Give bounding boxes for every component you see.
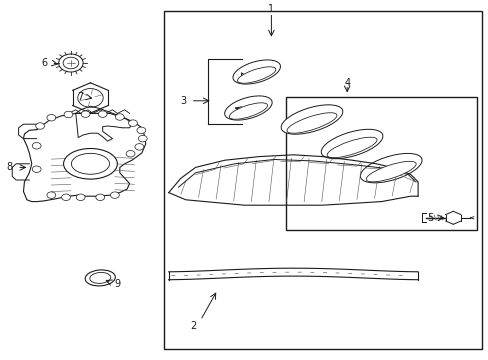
Ellipse shape (281, 105, 342, 134)
Circle shape (76, 194, 85, 201)
Text: 1: 1 (268, 4, 274, 14)
Circle shape (47, 114, 56, 121)
Ellipse shape (229, 103, 267, 119)
Ellipse shape (366, 161, 415, 182)
Circle shape (135, 144, 143, 150)
Text: 2: 2 (190, 321, 196, 331)
Circle shape (47, 192, 56, 198)
Text: 5: 5 (427, 213, 432, 223)
Ellipse shape (237, 67, 275, 83)
Ellipse shape (360, 153, 421, 183)
Circle shape (138, 135, 147, 142)
Text: 8: 8 (7, 162, 13, 172)
Circle shape (115, 114, 124, 120)
Circle shape (96, 194, 104, 201)
Ellipse shape (71, 153, 109, 174)
Ellipse shape (85, 270, 115, 286)
Text: 3: 3 (180, 96, 186, 106)
Circle shape (126, 150, 135, 157)
Circle shape (137, 127, 145, 134)
Ellipse shape (326, 137, 376, 158)
Circle shape (32, 166, 41, 172)
Text: 6: 6 (41, 58, 47, 68)
Circle shape (64, 111, 73, 118)
Circle shape (81, 111, 90, 117)
Ellipse shape (232, 60, 280, 84)
Ellipse shape (90, 273, 110, 283)
Text: 9: 9 (114, 279, 120, 289)
Circle shape (36, 123, 44, 129)
Circle shape (32, 143, 41, 149)
Bar (285, 97, 476, 230)
Circle shape (98, 111, 107, 117)
Text: 4: 4 (344, 78, 349, 88)
Circle shape (128, 120, 137, 126)
Ellipse shape (63, 148, 117, 179)
Ellipse shape (224, 96, 272, 120)
Text: 7: 7 (78, 92, 83, 102)
Bar (163, 11, 481, 349)
Ellipse shape (286, 113, 336, 133)
Circle shape (61, 194, 70, 201)
Circle shape (110, 192, 119, 198)
Ellipse shape (321, 129, 382, 159)
